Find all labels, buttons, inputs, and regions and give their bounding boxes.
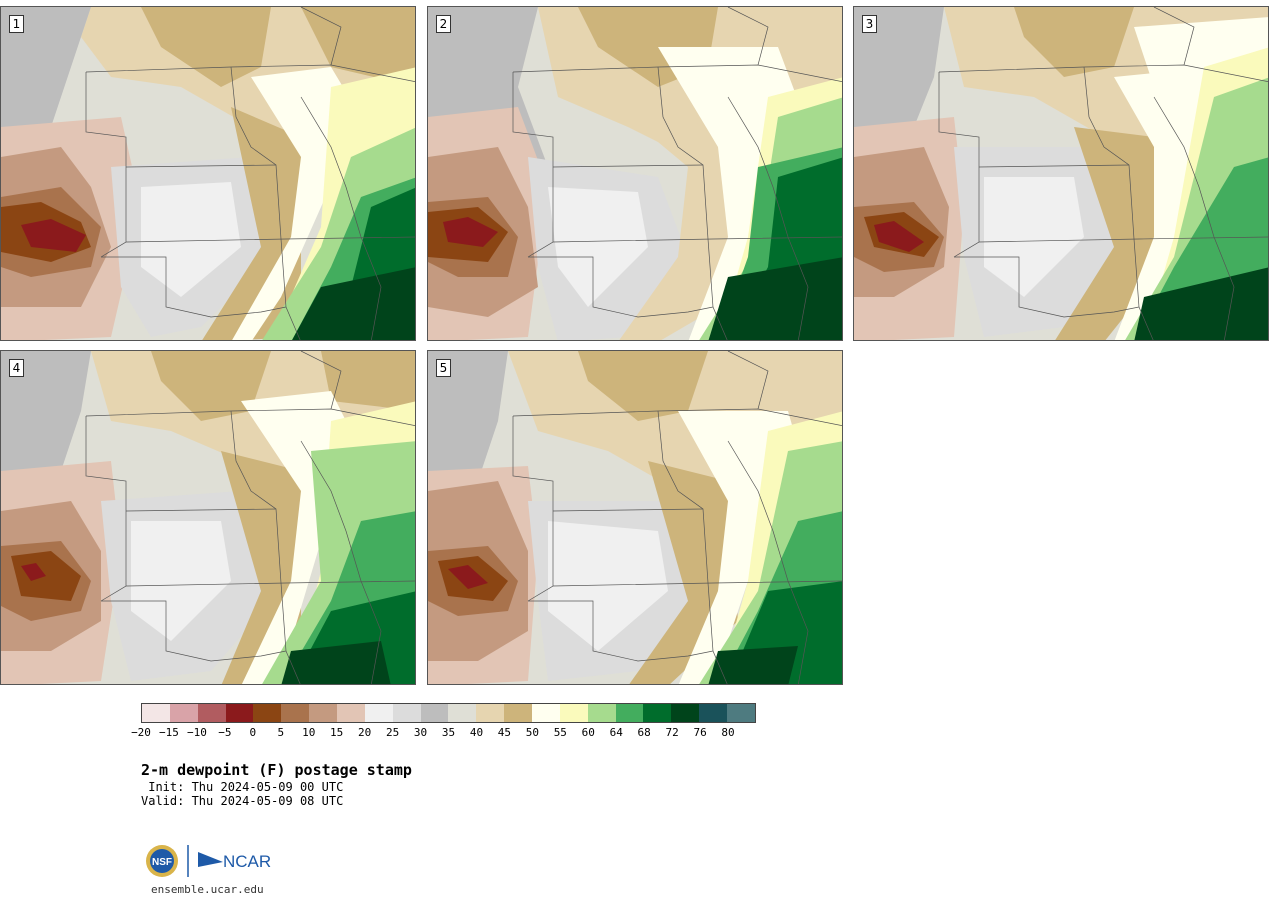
site-url: ensemble.ucar.edu bbox=[151, 883, 264, 896]
dewpoint-map bbox=[1, 351, 415, 684]
panel-label: 1 bbox=[9, 15, 24, 33]
colorbar-swatch bbox=[420, 704, 449, 722]
colorbar-tick-label: 15 bbox=[330, 726, 344, 739]
dewpoint-map bbox=[854, 7, 1268, 340]
map-panel-3: 3 bbox=[853, 6, 1269, 341]
colorbar-tick-label: 80 bbox=[721, 726, 735, 739]
colorbar-swatch bbox=[559, 704, 588, 722]
logos: NSF NCAR bbox=[145, 842, 275, 882]
colorbar-tick-label: 40 bbox=[469, 726, 484, 739]
colorbar-tick-labels: −20 −15 −10 −5 0 5 10 15 20 25 30 35 40 45 50 55 60 64 68 7… bbox=[131, 726, 756, 740]
nsf-logo-text: NSF bbox=[152, 857, 172, 868]
colorbar-tick-label: −20 bbox=[131, 726, 151, 739]
panel-label: 3 bbox=[862, 15, 877, 33]
colorbar-tick-label: 60 bbox=[581, 726, 595, 739]
panel-label: 2 bbox=[436, 15, 451, 33]
valid-time: Valid: Thu 2024-05-09 08 UTC bbox=[141, 794, 344, 808]
colorbar-tick-label: −15 bbox=[159, 726, 179, 739]
colorbar-tick-label: 64 bbox=[609, 726, 623, 739]
colorbar-tick-label: 10 bbox=[302, 726, 316, 739]
colorbar-swatch bbox=[197, 704, 226, 722]
colorbar-tick-label: 68 bbox=[637, 726, 651, 739]
colorbar-tick-label: 25 bbox=[385, 726, 400, 739]
colorbar-swatch bbox=[699, 704, 728, 722]
ncar-logo-icon bbox=[198, 852, 223, 867]
ncar-logo-text: NCAR bbox=[223, 852, 271, 871]
colorbar-swatch bbox=[392, 704, 421, 722]
colorbar-swatch bbox=[476, 704, 505, 722]
colorbar-swatch bbox=[615, 704, 644, 722]
colorbar-swatch bbox=[142, 704, 170, 722]
colorbar-swatch bbox=[364, 704, 393, 722]
colorbar-tick-label: 20 bbox=[358, 726, 372, 739]
dewpoint-map bbox=[428, 351, 842, 684]
colorbar-swatch bbox=[253, 704, 282, 722]
panel-label: 4 bbox=[9, 359, 24, 377]
colorbar-swatch bbox=[225, 704, 254, 722]
dewpoint-map bbox=[1, 7, 415, 340]
colorbar-tick-label: 0 bbox=[249, 726, 257, 739]
colorbar-swatch bbox=[281, 704, 310, 722]
nsf-ncar-logo: NSF NCAR bbox=[146, 845, 271, 877]
colorbar-tick-label: −10 bbox=[186, 726, 207, 739]
colorbar-tick-label: 50 bbox=[525, 726, 539, 739]
colorbar bbox=[141, 703, 756, 723]
colorbar-tick-label: 76 bbox=[693, 726, 707, 739]
colorbar-tick-label: −5 bbox=[218, 726, 232, 739]
map-panel-2: 2 bbox=[427, 6, 843, 341]
colorbar-swatch bbox=[169, 704, 198, 722]
colorbar-swatch bbox=[643, 704, 672, 722]
map-panel-1: 1 bbox=[0, 6, 416, 341]
map-panel-4: 4 bbox=[0, 350, 416, 685]
map-panel-5: 5 bbox=[427, 350, 843, 685]
colorbar-tick-label: 5 bbox=[277, 726, 285, 739]
dewpoint-map bbox=[428, 7, 842, 340]
colorbar-swatch bbox=[727, 704, 755, 722]
plot-title: 2-m dewpoint (F) postage stamp bbox=[141, 761, 412, 779]
colorbar-tick-label: 45 bbox=[497, 726, 512, 739]
init-time: Init: Thu 2024-05-09 00 UTC bbox=[141, 780, 344, 794]
colorbar-tick-label: 30 bbox=[413, 726, 428, 739]
colorbar-swatch bbox=[309, 704, 338, 722]
panel-label: 5 bbox=[436, 359, 451, 377]
colorbar-swatch bbox=[337, 704, 365, 722]
colorbar-tick-label: 72 bbox=[665, 726, 679, 739]
colorbar-swatch bbox=[671, 704, 700, 722]
colorbar-swatch bbox=[448, 704, 477, 722]
colorbar-tick-label: 55 bbox=[553, 726, 567, 739]
colorbar-tick-label: 35 bbox=[441, 726, 456, 739]
colorbar-swatch bbox=[587, 704, 616, 722]
colorbar-swatch bbox=[504, 704, 533, 722]
colorbar-swatch bbox=[532, 704, 560, 722]
